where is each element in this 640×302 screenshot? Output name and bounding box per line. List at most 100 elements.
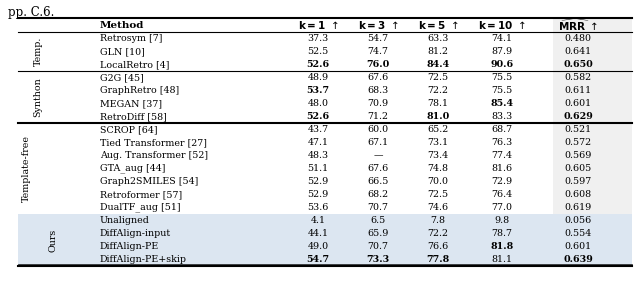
Text: Temp.: Temp. [33,37,42,66]
Text: 77.0: 77.0 [492,203,513,212]
Text: 70.7: 70.7 [367,203,388,212]
Text: 72.9: 72.9 [492,177,513,186]
Text: 49.0: 49.0 [307,242,328,251]
Text: Tied Transformer [27]: Tied Transformer [27] [100,138,207,147]
Text: 48.0: 48.0 [307,99,328,108]
Text: LocalRetro [4]: LocalRetro [4] [100,60,170,69]
Text: 0.641: 0.641 [564,47,591,56]
Text: 53.7: 53.7 [307,86,330,95]
Text: 76.4: 76.4 [492,190,513,199]
Text: 81.0: 81.0 [426,112,450,121]
Text: $\mathbf{k = 5}$ $\uparrow$: $\mathbf{k = 5}$ $\uparrow$ [418,19,458,31]
Text: 70.0: 70.0 [428,177,449,186]
Text: 0.521: 0.521 [564,125,591,134]
Text: 52.6: 52.6 [307,60,330,69]
Text: 0.639: 0.639 [563,255,593,264]
Text: 74.1: 74.1 [492,34,513,43]
Text: DiffAlign-input: DiffAlign-input [100,229,171,238]
Text: 52.9: 52.9 [307,177,328,186]
Text: 65.2: 65.2 [428,125,449,134]
Text: 0.601: 0.601 [564,242,591,251]
Text: G2G [45]: G2G [45] [100,73,144,82]
Text: 0.611: 0.611 [564,86,591,95]
Text: 81.6: 81.6 [492,164,513,173]
Text: 70.9: 70.9 [367,99,388,108]
Text: 0.582: 0.582 [564,73,591,82]
Text: 0.480: 0.480 [564,34,591,43]
Text: 74.8: 74.8 [428,164,449,173]
Text: Template-free: Template-free [22,135,31,202]
Text: 73.3: 73.3 [366,255,390,264]
Text: DiffAlign-PE+skip: DiffAlign-PE+skip [100,255,187,264]
Text: 74.6: 74.6 [428,203,449,212]
Text: 63.3: 63.3 [428,34,449,43]
Text: 84.4: 84.4 [426,60,450,69]
Text: 72.5: 72.5 [428,190,449,199]
Text: GTA_aug [44]: GTA_aug [44] [100,164,166,173]
Text: 0.056: 0.056 [564,216,591,225]
Text: 71.2: 71.2 [367,112,388,121]
Text: 67.6: 67.6 [367,73,388,82]
Text: 90.6: 90.6 [490,60,513,69]
Text: 68.3: 68.3 [367,86,388,95]
Text: 67.6: 67.6 [367,164,388,173]
Text: GraphRetro [48]: GraphRetro [48] [100,86,179,95]
Text: 77.4: 77.4 [492,151,513,160]
Text: 75.5: 75.5 [492,73,513,82]
Text: Retroformer [57]: Retroformer [57] [100,190,182,199]
Text: 53.6: 53.6 [307,203,329,212]
Text: Synthon: Synthon [33,77,42,117]
Text: 67.1: 67.1 [367,138,388,147]
Text: $\mathbf{k = 3}$ $\uparrow$: $\mathbf{k = 3}$ $\uparrow$ [358,19,398,31]
Text: 68.2: 68.2 [367,190,388,199]
Text: MEGAN [37]: MEGAN [37] [100,99,162,108]
Text: 0.619: 0.619 [564,203,591,212]
Text: 76.6: 76.6 [428,242,449,251]
Text: GLN [10]: GLN [10] [100,47,145,56]
Text: 78.7: 78.7 [492,229,513,238]
Text: 0.601: 0.601 [564,99,591,108]
Text: 0.569: 0.569 [564,151,592,160]
Text: 44.1: 44.1 [307,229,328,238]
Text: 52.9: 52.9 [307,190,328,199]
Text: 54.7: 54.7 [307,255,330,264]
Text: 72.2: 72.2 [428,229,449,238]
Text: $\mathbf{k = 1}$ $\uparrow$: $\mathbf{k = 1}$ $\uparrow$ [298,19,339,31]
Text: 0.605: 0.605 [564,164,591,173]
Text: 83.3: 83.3 [492,112,513,121]
Text: 9.8: 9.8 [495,216,509,225]
Text: 81.2: 81.2 [428,47,449,56]
Text: Ours: Ours [49,228,58,252]
Text: Aug. Transformer [52]: Aug. Transformer [52] [100,151,208,160]
Text: 54.7: 54.7 [367,34,388,43]
Text: DualTF_aug [51]: DualTF_aug [51] [100,203,180,212]
Text: 74.7: 74.7 [367,47,388,56]
Text: RetroDiff [58]: RetroDiff [58] [100,112,167,121]
Text: —: — [373,151,383,160]
Text: 65.9: 65.9 [367,229,388,238]
Text: 68.7: 68.7 [492,125,513,134]
Text: 87.9: 87.9 [492,47,513,56]
Text: 76.3: 76.3 [492,138,513,147]
Text: 78.1: 78.1 [428,99,449,108]
Text: 66.5: 66.5 [367,177,388,186]
Text: 81.8: 81.8 [490,242,514,251]
Text: 72.2: 72.2 [428,86,449,95]
Text: 6.5: 6.5 [371,216,386,225]
Text: 70.7: 70.7 [367,242,388,251]
Text: DiffAlign-PE: DiffAlign-PE [100,242,159,251]
Text: 0.608: 0.608 [564,190,591,199]
Text: 52.5: 52.5 [307,47,328,56]
Text: 48.9: 48.9 [307,73,328,82]
Text: 47.1: 47.1 [307,138,328,147]
Text: Method: Method [100,21,145,30]
Text: 4.1: 4.1 [310,216,326,225]
Text: $\widehat{\mathbf{MRR}}$ $\uparrow$: $\widehat{\mathbf{MRR}}$ $\uparrow$ [558,17,598,33]
Text: 76.0: 76.0 [366,60,390,69]
Text: pp. C.6.: pp. C.6. [8,6,54,19]
Text: Graph2SMILES [54]: Graph2SMILES [54] [100,177,198,186]
Text: $\mathbf{k = 10}$ $\uparrow$: $\mathbf{k = 10}$ $\uparrow$ [478,19,526,31]
Text: 77.8: 77.8 [426,255,450,264]
Text: 43.7: 43.7 [307,125,328,134]
Text: 75.5: 75.5 [492,86,513,95]
